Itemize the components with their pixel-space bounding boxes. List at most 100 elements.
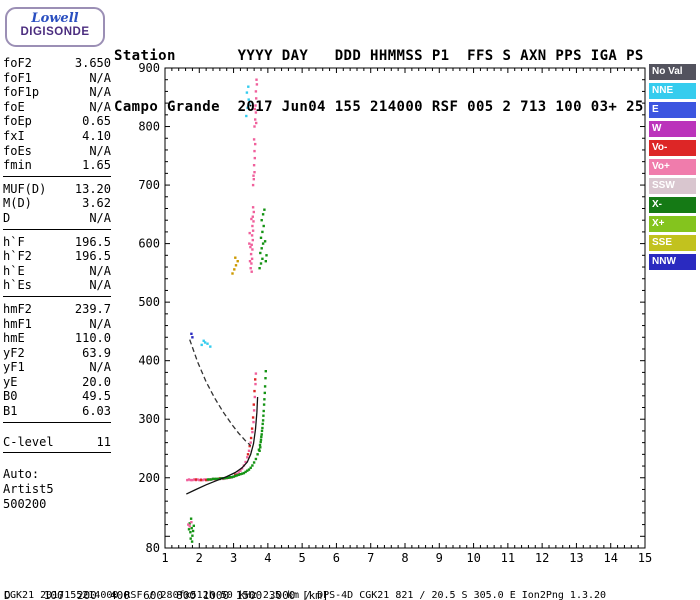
param-group: MUF(D) 13.20 M(D) 3.62 D N/A — [3, 182, 111, 230]
legend-item-e: E — [649, 102, 696, 118]
param-group: h`F 196.5 h`F2 196.5 h`E N/A h`Es N/A — [3, 235, 111, 297]
param-value: 110.0 — [74, 331, 111, 346]
param-value: 63.9 — [82, 345, 111, 360]
legend-item-no-val: No Val — [649, 64, 696, 80]
param-row-foEs: foEs N/A — [3, 144, 111, 159]
param-name: foF2 — [3, 56, 32, 70]
legend-item-vo-: Vo- — [649, 140, 696, 156]
param-value: 3.650 — [74, 56, 111, 70]
param-row-foE: foE N/A — [3, 100, 111, 115]
file-status-line: CGK21_2017155214000.RSF / 280fx512h 50 k… — [4, 590, 607, 600]
param-value: 4.10 — [82, 128, 111, 143]
param-row-hmF2: hmF2 239.7 — [3, 302, 111, 317]
legend-item-nne: NNE — [649, 83, 696, 99]
param-name: foEs — [3, 143, 32, 158]
x-tick-label: 14 — [603, 551, 617, 565]
legend-item-w: W — [649, 121, 696, 137]
y-tick-label: 600 — [138, 237, 160, 251]
param-name: hmF2 — [3, 301, 32, 316]
x-tick-label: 5 — [299, 551, 306, 565]
param-row-h`F2: h`F2 196.5 — [3, 249, 111, 264]
series-scatter-gold — [231, 256, 239, 275]
param-row-fmin: fmin 1.65 — [3, 158, 111, 173]
line-muf-transmission-curve — [189, 339, 252, 447]
param-value: 11 — [96, 434, 111, 449]
station-header: Station YYYY DAY DDD HHMMSS P1 FFS S AXN… — [114, 14, 644, 150]
param-group: foF2 3.650 foF1 N/A foF1p N/A foE N/A foEp 0.65 fx… — [3, 56, 111, 177]
x-tick-label: 12 — [535, 551, 549, 565]
param-row-B1: B1 6.03 — [3, 404, 111, 419]
param-name: h`F2 — [3, 249, 32, 264]
param-value: 49.5 — [82, 389, 111, 404]
series-E-region-green — [187, 517, 195, 543]
param-row-foEp: foEp 0.65 — [3, 114, 111, 129]
x-tick-label: 13 — [569, 551, 583, 565]
param-row-h`E: h`E N/A — [3, 264, 111, 279]
param-row-D: D N/A — [3, 211, 111, 226]
line-true-height-profile — [186, 396, 259, 495]
x-tick-label: 2 — [196, 551, 203, 565]
param-value: N/A — [89, 85, 111, 100]
x-tick-label: 10 — [466, 551, 480, 565]
param-value: N/A — [89, 210, 111, 225]
param-row-fxI: fxI 4.10 — [3, 129, 111, 144]
param-row-foF2: foF2 3.650 — [3, 56, 111, 71]
echo-color-legend: No Val NNE E W Vo- Vo+ SSW X- X+ SSE NNW — [649, 64, 696, 273]
x-tick-label: 3 — [230, 551, 237, 565]
x-tick-label: 9 — [436, 551, 443, 565]
param-row-M(D): M(D) 3.62 — [3, 196, 111, 211]
x-tick-label: 4 — [264, 551, 271, 565]
header-field-labels: Station YYYY DAY DDD HHMMSS P1 FFS S AXN… — [114, 48, 644, 64]
legend-item-x-: X- — [649, 197, 696, 213]
x-tick-label: 6 — [333, 551, 340, 565]
param-name: M(D) — [3, 196, 32, 211]
logo-lowell-text: Lowell — [31, 11, 79, 26]
param-name: hmE — [3, 331, 25, 346]
series-spread-green — [258, 208, 268, 270]
param-name: fxI — [3, 128, 25, 143]
series-spread-pink-mid — [248, 206, 255, 273]
param-name: foF1 — [3, 70, 32, 85]
param-row-yF2: yF2 63.9 — [3, 346, 111, 361]
param-row-h`Es: h`Es N/A — [3, 278, 111, 293]
param-name: foE — [3, 99, 25, 114]
digisonde-logo: Lowell DIGISONDE — [5, 7, 105, 47]
param-value: N/A — [89, 143, 111, 158]
series-F-trace-O-red — [194, 378, 257, 482]
param-name: yF2 — [3, 345, 25, 360]
param-value: N/A — [89, 70, 111, 85]
param-name: h`E — [3, 263, 25, 278]
scaled-parameters-panel: foF2 3.650 foF1 N/A foF1p N/A foE N/A foEp 0.65 fx… — [3, 56, 111, 512]
legend-item-vo-: Vo+ — [649, 159, 696, 175]
series-F-trace-O-pink — [186, 372, 258, 482]
legend-item-x-: X+ — [649, 216, 696, 232]
x-tick-label: 8 — [401, 551, 408, 565]
param-value: 196.5 — [74, 249, 111, 264]
param-row-B0: B0 49.5 — [3, 389, 111, 404]
param-row-foF1p: foF1p N/A — [3, 85, 111, 100]
param-value: N/A — [89, 99, 111, 114]
param-value: N/A — [89, 278, 111, 293]
x-tick-label: 7 — [367, 551, 374, 565]
d-muf-table: D 100 200 400 600 800 1000 1500 3000 [km… — [4, 566, 335, 600]
param-name: h`F — [3, 234, 25, 249]
param-name: B0 — [3, 389, 18, 404]
param-value: N/A — [89, 360, 111, 375]
series-E-region-pink — [187, 521, 193, 528]
param-value: N/A — [89, 263, 111, 278]
param-value: 20.0 — [82, 374, 111, 389]
param-row-hmF1: hmF1 N/A — [3, 317, 111, 332]
param-name: hmF1 — [3, 316, 32, 331]
param-name: foF1p — [3, 85, 40, 100]
param-footer-line: 500200 — [3, 497, 47, 512]
param-name: MUF(D) — [3, 181, 47, 196]
param-row-yE: yE 20.0 — [3, 375, 111, 390]
legend-item-nnw: NNW — [649, 254, 696, 270]
param-row-C-level: C-level 11 — [3, 435, 111, 450]
param-group: C-level 11 — [3, 435, 111, 454]
logo-digisonde-text: DIGISONDE — [20, 26, 90, 38]
param-value: N/A — [89, 316, 111, 331]
param-name: yE — [3, 374, 18, 389]
param-row-foF1: foF1 N/A — [3, 71, 111, 86]
